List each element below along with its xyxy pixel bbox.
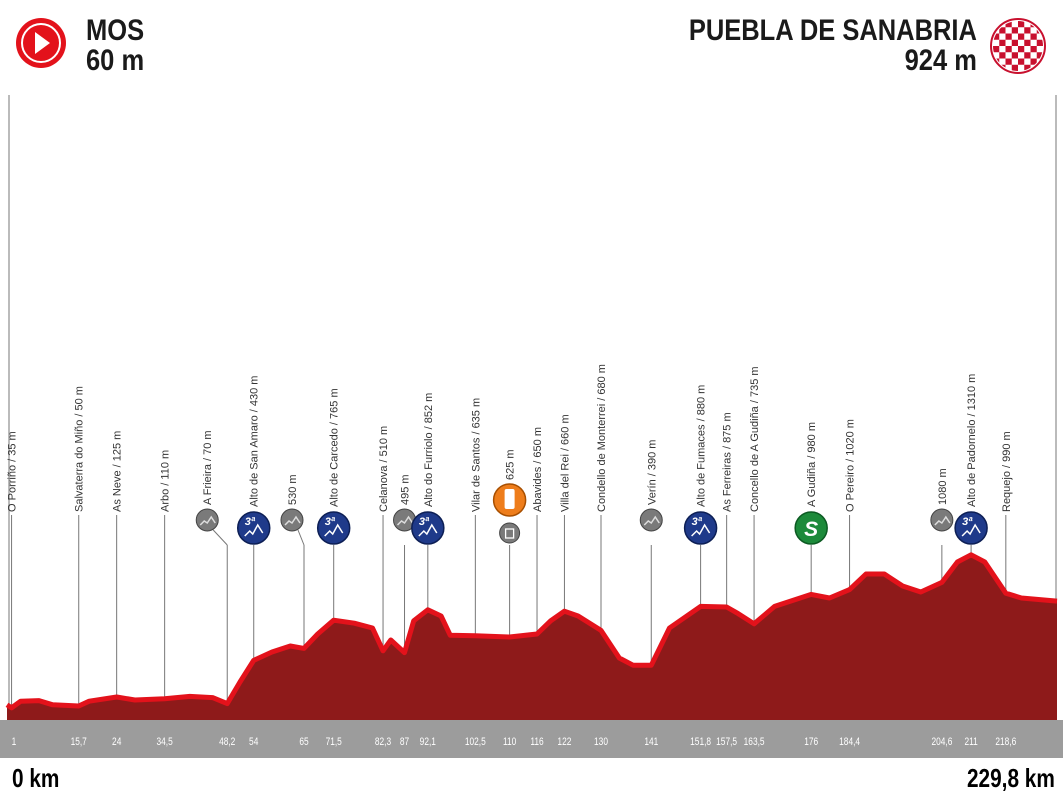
waypoint-label: Concello de A Gudiña / 735 m (749, 366, 761, 512)
waypoint-line (212, 529, 228, 546)
waypoint-label: Salvaterra do Miño / 50 m (74, 386, 86, 512)
km-tick-label: 151,8 (690, 736, 711, 748)
start-name: MOS (86, 14, 145, 47)
waypoint-label: Celanova / 510 m (378, 426, 390, 512)
unclassified-climb-icon (280, 508, 304, 532)
km-tick-label: 1 (12, 736, 17, 748)
bottle-shape (504, 489, 515, 509)
profile-area (7, 554, 1057, 720)
waypoint-label: Alto de Fumaces / 880 m (696, 385, 708, 507)
mountain-icon (961, 523, 981, 537)
finish-header: PUEBLA DE SANABRIA 924 m (689, 16, 977, 76)
km-tick-label: 122 (557, 736, 571, 748)
unclassified-climb-icon (930, 508, 954, 532)
finish-elevation: 924 m (904, 44, 977, 77)
waypoint-label: Requejo / 990 m (1001, 431, 1013, 512)
start-km: 0 km (12, 763, 60, 793)
km-tick-label: 102,5 (465, 736, 486, 748)
waypoint-label: 495 m (400, 474, 412, 505)
waypoint-label: A Gudiña / 980 m (806, 422, 818, 507)
start-play-icon (16, 18, 66, 68)
finish-checkered-flag-icon (990, 18, 1046, 74)
waypoint-label: As Neve / 125 m (112, 431, 124, 512)
waypoint-label: 530 m (287, 474, 299, 505)
km-tick-label: 24 (112, 736, 122, 748)
km-tick-label: 110 (503, 736, 517, 748)
waypoint-label: As Ferreiras / 875 m (722, 412, 734, 512)
sprint-label: S (804, 518, 818, 541)
waypoint-label: Verín / 390 m (646, 440, 658, 505)
category-3-label: 3ª (325, 516, 336, 528)
waypoint-label: A Frieira / 70 m (202, 430, 214, 505)
waypoint-label: O Porriño / 35 m (7, 431, 19, 512)
category-3-label: 3ª (962, 516, 973, 528)
waypoint-label: O Pereiro / 1020 m (845, 419, 857, 512)
profile-top-line (5, 552, 1058, 711)
mountain-icon (691, 523, 711, 537)
waste-zone-bin-icon (499, 522, 521, 544)
km-tick-label: 48,2 (219, 736, 235, 748)
waypoint-label: Villa del Rei / 660 m (559, 414, 571, 512)
mountain-icon (396, 515, 414, 526)
mountain-icon (199, 515, 216, 526)
mountain-icon (244, 523, 264, 537)
waypoint-label: Abavides / 650 m (532, 427, 544, 512)
category-3-label: 3ª (419, 516, 430, 528)
unclassified-climb-icon (639, 508, 663, 532)
bin-shape (504, 528, 515, 539)
finish-km: 229,8 km (967, 763, 1055, 793)
km-tick-label: 82,3 (375, 736, 391, 748)
km-tick-label: 71,5 (326, 736, 343, 748)
km-tick-label: 218,6 (995, 736, 1016, 748)
km-tick-label: 34,5 (156, 736, 173, 748)
finish-name: PUEBLA DE SANABRIA (688, 14, 977, 47)
waypoint-label: Alto de Padornelo / 1310 m (966, 374, 978, 507)
mountain-icon (284, 515, 301, 526)
km-tick-label: 176 (804, 736, 818, 748)
waypoint-label: Alto de Carcedo / 765 m (329, 388, 341, 507)
km-tick-label: 211 (964, 736, 977, 748)
waypoint-line (297, 529, 305, 546)
waypoint-label: 1080 m (937, 468, 949, 505)
km-tick-label: 65 (299, 736, 309, 748)
km-tick-label: 163,5 (744, 736, 765, 748)
waypoint-label: Alto de San Amaro / 430 m (249, 376, 261, 507)
mountain-icon (418, 523, 438, 537)
mountain-icon (643, 515, 660, 526)
sprint-icon (794, 511, 828, 545)
km-band (0, 720, 1063, 758)
category-3-label: 3ª (692, 516, 703, 528)
km-tick-label: 54 (249, 736, 259, 748)
km-tick-label: 157,5 (716, 736, 737, 748)
km-tick-label: 87 (400, 736, 409, 748)
unclassified-climb-icon (195, 508, 219, 532)
km-tick-label: 116 (530, 736, 543, 748)
waypoint-label: Arbo / 110 m (160, 450, 172, 512)
start-elevation: 60 m (86, 44, 145, 77)
km-tick-label: 92,1 (420, 736, 436, 748)
km-tick-label: 204,6 (931, 736, 952, 748)
mountain-icon (324, 523, 344, 537)
km-tick-label: 141 (644, 736, 658, 748)
km-tick-label: 15,7 (71, 736, 87, 748)
km-tick-label: 130 (594, 736, 608, 748)
category-3-label: 3ª (245, 516, 256, 528)
waypoint-label: Condello de Monterrei / 680 m (596, 364, 608, 512)
km-tick-label: 184,4 (839, 736, 860, 748)
mountain-icon (934, 515, 951, 526)
waypoint-label: Alto do Furriolo / 852 m (423, 393, 435, 507)
start-header: MOS 60 m (86, 16, 144, 76)
waypoint-label: Vilar de Santos / 635 m (470, 398, 482, 512)
waypoint-label: 625 m (505, 449, 517, 480)
